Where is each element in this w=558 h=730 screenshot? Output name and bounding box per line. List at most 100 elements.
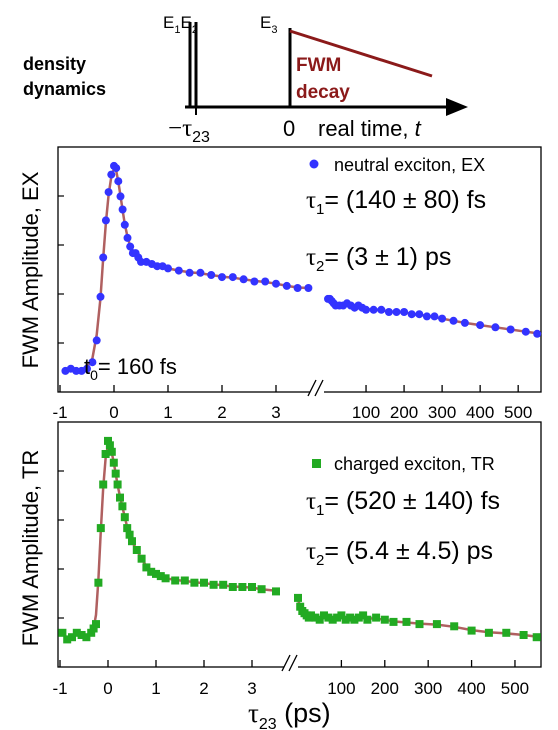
data-point [228,273,237,282]
data-point [422,312,431,321]
data-point [58,628,67,637]
data-point [400,308,409,316]
data-point [307,611,315,620]
data-point [392,308,401,316]
legend-marker-ex [309,159,319,169]
data-point [218,273,226,282]
data-point [68,633,76,642]
data-point [333,613,342,622]
data-point [372,613,381,622]
data-point [200,578,208,587]
data-point [362,305,370,314]
data-point [272,279,280,288]
tau2-annotation-ex: τ2= (3 ± 1) ps [306,243,451,275]
data-point [238,583,247,591]
data-point [161,574,170,583]
data-point [432,620,441,629]
data-point [320,611,328,620]
real-time-axis-label: real time, t [318,116,422,141]
data-point [384,308,393,316]
data-point [261,277,270,286]
data-point [99,480,108,489]
plot-frame-ex [57,146,542,393]
data-point [532,633,541,642]
data-point [118,205,127,214]
fit-line-segment-1 [65,166,309,372]
data-point [92,620,100,629]
x-tick-label: 3 [271,403,280,422]
data-point [533,329,542,338]
tau1-annotation-tr: τ1= (520 ± 140) fs [306,487,500,519]
density-dynamics-label: density [23,54,86,74]
t0-annotation-ex: t0= 160 fs [84,354,177,383]
x-tick-label: 100 [352,403,380,422]
data-point [491,323,500,332]
data-point [415,620,424,629]
data-point [63,635,72,644]
data-point [118,502,127,511]
pulse-sequence-diagram: E1E2 E3 density dynamics FWM decay −τ23 … [23,13,468,146]
zero-label: 0 [283,116,295,141]
data-point [111,469,120,478]
y-axis-label-tr: FWM Amplitude, TR [18,450,43,646]
pulse-e3-label: E3 [260,13,277,36]
data-point [109,458,118,467]
tau23-axis-label: −τ23 [168,115,210,146]
data-point [521,327,530,336]
data-point [116,192,125,201]
x-tick-label: -1 [52,403,67,422]
data-point [180,576,189,585]
legend-label-tr: charged exciton, TR [334,454,495,474]
x-tick-label: -1 [52,679,67,698]
data-point [272,587,280,596]
x-tick-label: 100 [327,679,355,698]
data-point [257,585,266,594]
legend-label-ex: neutral exciton, EX [334,155,485,175]
data-point [415,310,424,319]
data-point [174,266,183,275]
x-tick-label: 400 [457,679,485,698]
data-point [125,530,134,539]
data-point [92,336,101,345]
x-tick-label: 1 [151,679,160,698]
data-point [112,164,121,173]
data-point [89,624,98,633]
tau2-annotation-tr: τ2= (5.4 ± 4.5) ps [306,537,493,569]
data-point [239,275,248,284]
data-point [142,563,151,572]
data-point [296,602,305,611]
data-point [502,628,511,637]
data-point [77,631,86,639]
pulse-e1-label: E1E2 [163,13,198,36]
data-point [99,253,108,262]
data-point [94,578,103,587]
data-point [467,626,476,635]
data-point [324,613,333,622]
x-tick-label: 500 [501,679,529,698]
data-point [228,583,237,591]
data-point [377,305,386,314]
data-point [337,611,346,620]
data-point [293,284,302,292]
data-point [113,480,122,489]
panel-neutral-exciton: -1 0 1 2 3 100 200 300 400 500 FWM Amplitude, EX … [18,146,542,422]
fwm-decay-line [289,29,433,78]
data-point [147,567,156,576]
data-point [96,292,105,301]
data-point [430,312,439,321]
data-point [196,268,205,277]
data-point [350,615,359,624]
data-point [294,593,302,602]
data-point [190,578,199,587]
data-point [128,537,136,546]
data-point [101,450,110,458]
data-point [315,615,324,624]
data-point [72,628,81,637]
decay-label: decay [296,82,350,103]
data-point [126,242,135,251]
data-point [82,633,91,642]
x-tick-label: 3 [247,679,256,698]
x-tick-label: 0 [103,679,112,698]
data-point [282,281,291,290]
